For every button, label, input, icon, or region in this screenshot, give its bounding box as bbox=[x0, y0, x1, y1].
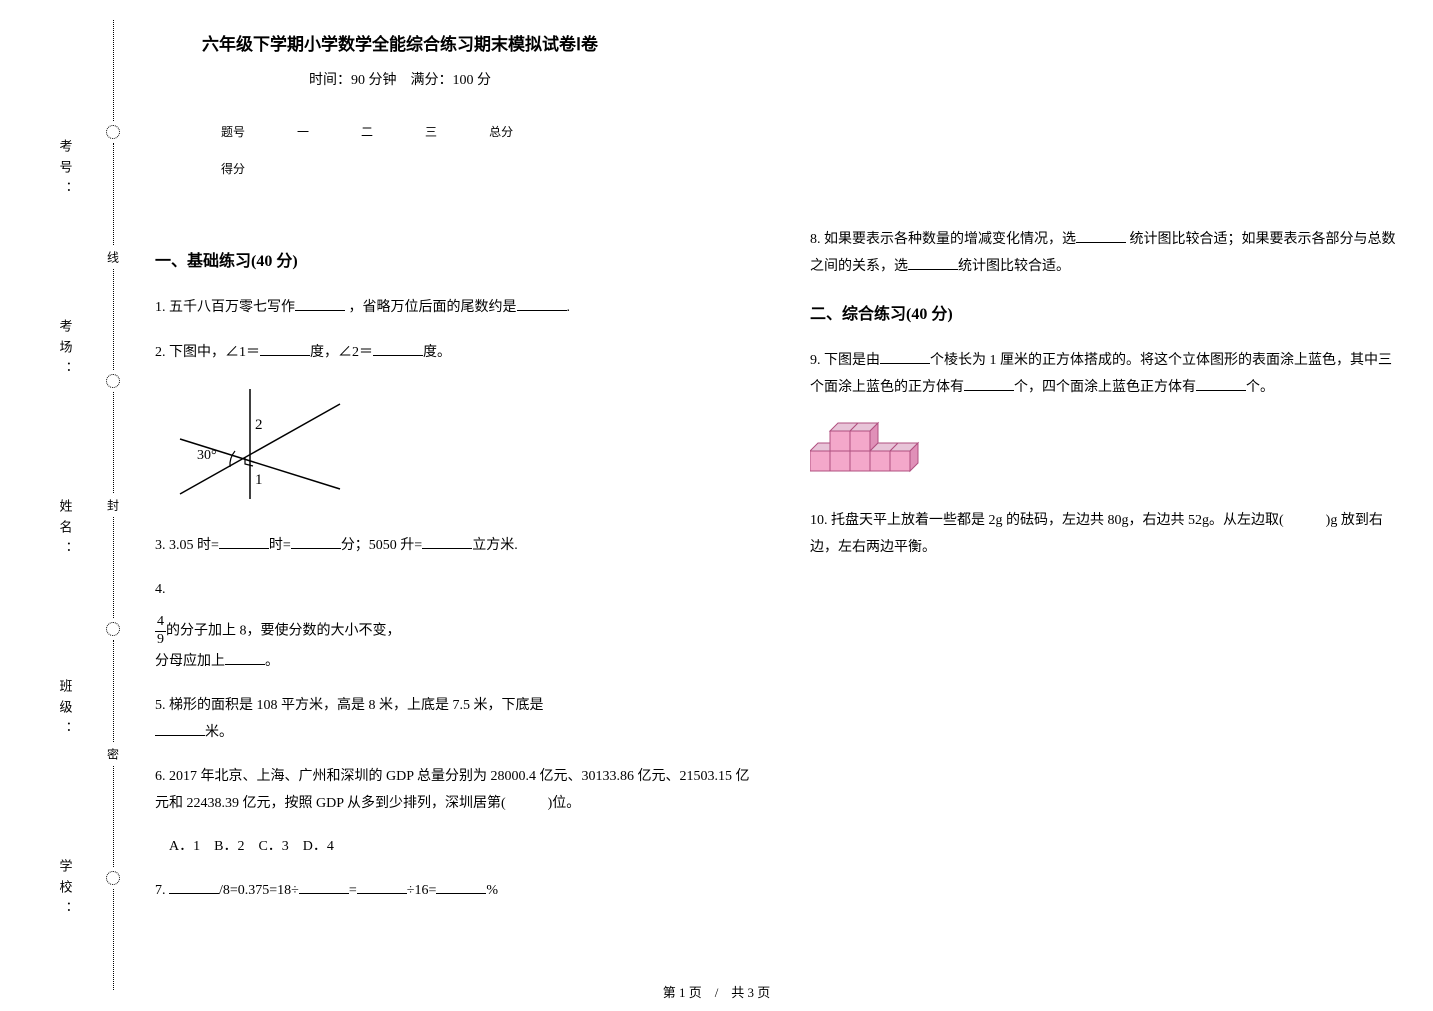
side-label-name: 姓名： bbox=[56, 499, 75, 562]
q8-text1: 8. 如果要表示各种数量的增减变化情况，选 bbox=[810, 232, 1076, 247]
q4-suffix: 。 bbox=[265, 654, 279, 669]
q9-text1: 9. 下图是由 bbox=[810, 353, 880, 368]
angle-diagram: 30° 1 2 bbox=[175, 384, 750, 515]
question-4: 4. 4 9 的分子加上 8，要使分数的大小不变， 分母应加上 。 bbox=[155, 577, 750, 675]
q9-text3: 个，四个面涂上蓝色正方体有 bbox=[1014, 380, 1196, 395]
q4-label: 4. bbox=[155, 577, 750, 604]
q1-suffix: . bbox=[567, 300, 571, 315]
q4-frac-num: 4 bbox=[155, 614, 166, 632]
q4-fraction: 4 9 bbox=[155, 614, 166, 649]
dotted-label-line: 线 bbox=[105, 251, 122, 263]
binding-line: 线 封 密 bbox=[105, 20, 121, 990]
q5-text1: 5. 梯形的面积是 108 平方米，高是 8 米，上底是 7.5 米，下底是 bbox=[155, 698, 544, 713]
score-table: 题号 一 二 三 总分 得分 bbox=[195, 113, 539, 187]
q7-mid2: = bbox=[349, 883, 357, 898]
q7-mid1: /8=0.375=18÷ bbox=[219, 883, 299, 898]
question-10: 10. 托盘天平上放着一些都是 2g 的砝码，左边共 80g，右边共 52g。从… bbox=[810, 508, 1405, 561]
dotted-label-cut: 密 bbox=[105, 748, 122, 760]
q5-suffix: 米。 bbox=[205, 725, 233, 740]
q2-prefix: 2. 下图中，∠1＝ bbox=[155, 345, 260, 360]
q10-text: 10. 托盘天平上放着一些都是 2g 的砝码，左边共 80g，右边共 52g。从… bbox=[810, 513, 1383, 555]
content-columns: 一、基础练习(40 分) 1. 五千八百万零七写作 ，省略万位后面的尾数约是. … bbox=[155, 227, 1405, 947]
q1-prefix: 1. 五千八百万零七写作 bbox=[155, 300, 295, 315]
score-col-2: 二 bbox=[335, 113, 399, 150]
question-8: 8. 如果要表示各种数量的增减变化情况，选 统计图比较合适；如果要表示各部分与总… bbox=[810, 227, 1405, 280]
q3-mid2: 分；5050 升= bbox=[341, 538, 422, 553]
question-2: 2. 下图中，∠1＝ 度，∠2＝ 度。 30° 1 2 bbox=[155, 340, 750, 515]
q3-mid1: 时= bbox=[269, 538, 291, 553]
q7-suffix: % bbox=[486, 883, 498, 898]
q4-text2: 分母应加上 bbox=[155, 654, 225, 669]
q2-suffix: 度。 bbox=[423, 345, 451, 360]
question-6: 6. 2017 年北京、上海、广州和深圳的 GDP 总量分别为 28000.4 … bbox=[155, 764, 750, 860]
q6-options: A．1 B．2 C．3 D．4 bbox=[169, 834, 750, 861]
q2-mid: 度，∠2＝ bbox=[310, 345, 373, 360]
side-label-class: 班级： bbox=[56, 679, 75, 742]
score-col-total: 总分 bbox=[463, 113, 539, 150]
page-subtitle: 时间：90 分钟 满分：100 分 bbox=[155, 69, 645, 89]
q7-mid3: ÷16= bbox=[407, 883, 437, 898]
q9-text4: 个。 bbox=[1246, 380, 1274, 395]
q8-text3: 统计图比较合适。 bbox=[958, 259, 1070, 274]
question-7: 7. /8=0.375=18÷ = ÷16=% bbox=[155, 878, 750, 905]
side-label-examid: 考号： bbox=[56, 139, 75, 202]
question-9: 9. 下图是由个棱长为 1 厘米的正方体搭成的。将这个立体图形的表面涂上蓝色，其… bbox=[810, 348, 1405, 490]
score-col-1: 一 bbox=[271, 113, 335, 150]
score-row-label: 得分 bbox=[195, 150, 271, 187]
side-labels: 考号： 考场： 姓名： 班级： 学校： bbox=[55, 80, 75, 980]
section2-title: 二、综合练习(40 分) bbox=[810, 300, 1405, 324]
dotted-label-seal: 封 bbox=[105, 499, 122, 511]
side-label-school: 学校： bbox=[56, 859, 75, 922]
q3-suffix: 立方米. bbox=[472, 538, 518, 553]
question-5: 5. 梯形的面积是 108 平方米，高是 8 米，上底是 7.5 米，下底是米。 bbox=[155, 693, 750, 746]
main-content: 六年级下学期小学数学全能综合练习期末模拟试卷Ⅰ卷 时间：90 分钟 满分：100… bbox=[155, 30, 1405, 970]
page-title: 六年级下学期小学数学全能综合练习期末模拟试卷Ⅰ卷 bbox=[155, 30, 645, 55]
page-footer: 第 1 页 / 共 3 页 bbox=[0, 982, 1433, 1001]
q1-mid: ，省略万位后面的尾数约是 bbox=[345, 300, 517, 315]
q6-text: 6. 2017 年北京、上海、广州和深圳的 GDP 总量分别为 28000.4 … bbox=[155, 764, 750, 817]
q7-prefix: 7. bbox=[155, 883, 169, 898]
angle-2-label: 2 bbox=[255, 417, 263, 433]
question-1: 1. 五千八百万零七写作 ，省略万位后面的尾数约是. bbox=[155, 295, 750, 322]
q4-frac-den: 9 bbox=[155, 632, 166, 649]
q3-prefix: 3. 3.05 时= bbox=[155, 538, 219, 553]
score-col-3: 三 bbox=[399, 113, 463, 150]
side-label-examroom: 考场： bbox=[56, 319, 75, 382]
cube-diagram bbox=[810, 415, 1405, 490]
score-header-label: 题号 bbox=[195, 113, 271, 150]
angle-1-label: 1 bbox=[255, 472, 263, 488]
angle-30-label: 30° bbox=[197, 448, 217, 463]
question-3: 3. 3.05 时= 时= 分；5050 升= 立方米. bbox=[155, 533, 750, 560]
section1-title: 一、基础练习(40 分) bbox=[155, 247, 750, 271]
q4-text1: 的分子加上 8，要使分数的大小不变， bbox=[166, 623, 401, 638]
